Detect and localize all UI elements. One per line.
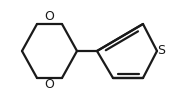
- Text: O: O: [44, 78, 54, 90]
- Text: S: S: [157, 44, 165, 58]
- Text: O: O: [44, 9, 54, 23]
